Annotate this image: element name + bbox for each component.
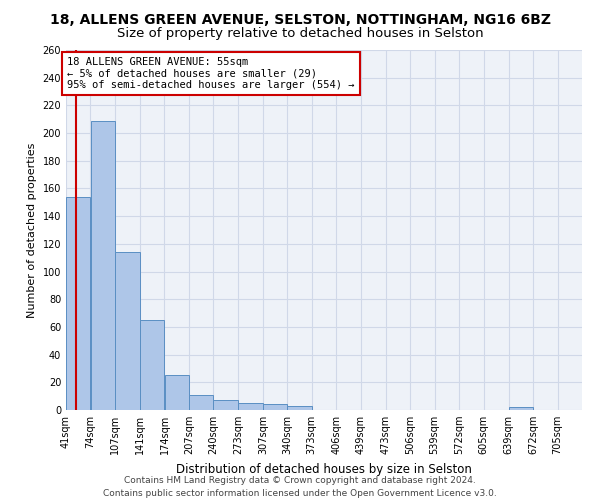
Bar (164, 376, 189, 410)
Bar (66, 197, 91, 410)
Text: 18, ALLENS GREEN AVENUE, SELSTON, NOTTINGHAM, NG16 6BZ: 18, ALLENS GREEN AVENUE, SELSTON, NOTTIN… (49, 12, 551, 26)
Text: Contains HM Land Registry data © Crown copyright and database right 2024.
Contai: Contains HM Land Registry data © Crown c… (103, 476, 497, 498)
Bar (115, 252, 140, 410)
Y-axis label: Number of detached properties: Number of detached properties (27, 142, 37, 318)
Bar (509, 407, 533, 410)
Bar (91, 120, 115, 410)
Bar (214, 400, 238, 410)
Text: Size of property relative to detached houses in Selston: Size of property relative to detached ho… (116, 28, 484, 40)
Bar (263, 404, 287, 410)
Bar (140, 320, 164, 410)
Bar (287, 406, 311, 410)
Text: 18 ALLENS GREEN AVENUE: 55sqm
← 5% of detached houses are smaller (29)
95% of se: 18 ALLENS GREEN AVENUE: 55sqm ← 5% of de… (67, 57, 355, 90)
X-axis label: Distribution of detached houses by size in Selston: Distribution of detached houses by size … (176, 462, 472, 475)
Bar (238, 403, 263, 410)
Bar (189, 395, 213, 410)
